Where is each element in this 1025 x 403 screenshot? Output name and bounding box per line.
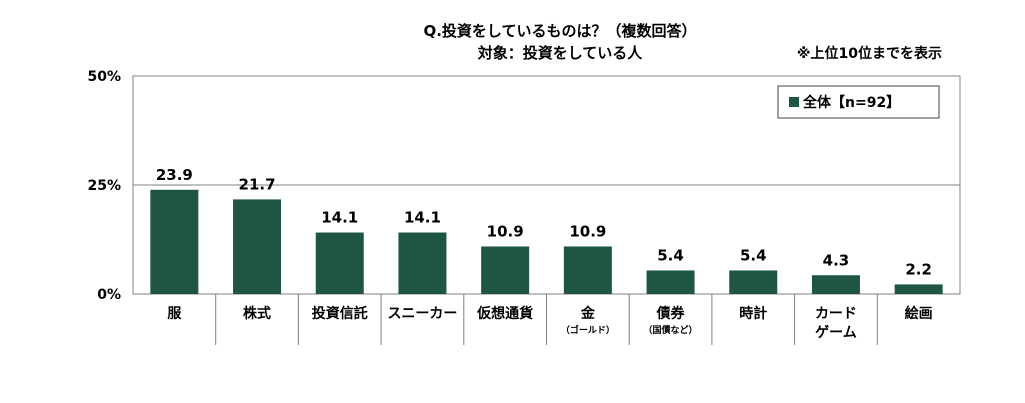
category-sublabel-7: （国債など） [644, 324, 698, 336]
bar-1 [150, 189, 199, 294]
category-label-5: 仮想通貨 [476, 305, 533, 322]
bar-10 [894, 284, 943, 294]
category-label-4: スニーカー [387, 306, 457, 322]
bar-5 [481, 246, 530, 294]
y-tick-label-0: 0% [97, 287, 121, 303]
data-label-1: 23.9 [156, 166, 193, 184]
data-label-3: 14.1 [321, 209, 358, 227]
bar-2 [233, 199, 282, 294]
category-label-10: 絵画 [905, 305, 933, 322]
bar-8 [729, 270, 778, 294]
legend-label: 全体【n=92】 [802, 94, 900, 111]
bar-3 [315, 232, 364, 294]
data-label-9: 4.3 [823, 251, 850, 269]
data-label-2: 21.7 [239, 175, 276, 193]
data-label-7: 5.4 [657, 246, 684, 264]
bar-9 [811, 275, 860, 294]
category-label-3: 投資信託 [312, 305, 368, 322]
data-label-4: 14.1 [404, 209, 441, 227]
category-label-7: 債券 [656, 305, 686, 322]
category-sublabel-6: （ゴールド） [561, 324, 615, 336]
chart-title: Q.投資をしているものは？（複数回答） [423, 22, 696, 40]
category-label-8: 時計 [739, 305, 767, 322]
data-label-8: 5.4 [740, 246, 767, 264]
category-label-6: 金 [580, 305, 596, 322]
bar-4 [398, 232, 447, 294]
bar-7 [646, 270, 695, 294]
category-label-9-line-1: カード [815, 306, 857, 322]
legend: 全体【n=92】 [777, 85, 940, 119]
bar-6 [563, 246, 612, 294]
y-tick-label-1: 25% [87, 178, 121, 194]
data-label-6: 10.9 [569, 222, 606, 240]
chart-note: ※上位10位までを表示 [797, 45, 942, 62]
category-label-1: 服 [167, 306, 182, 322]
data-label-10: 2.2 [905, 260, 932, 278]
legend-box [777, 85, 940, 119]
data-label-5: 10.9 [487, 222, 524, 240]
category-label-9-line-2: ゲーム [815, 324, 857, 341]
y-tick-label-2: 50% [87, 69, 121, 85]
legend-swatch [789, 97, 799, 107]
category-label-2: 株式 [243, 305, 271, 322]
chart-subtitle: 対象：投資をしている人 [477, 44, 644, 62]
